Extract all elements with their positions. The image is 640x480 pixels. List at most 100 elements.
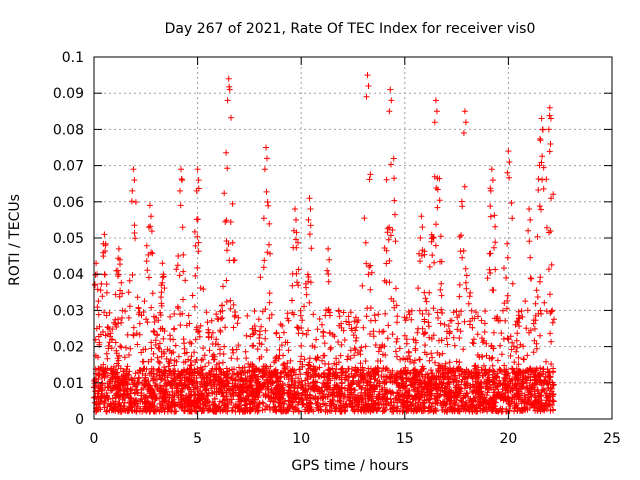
data-point <box>165 363 172 370</box>
data-point <box>394 399 401 406</box>
data-point <box>124 385 131 392</box>
data-point <box>507 333 514 340</box>
data-point <box>338 374 345 381</box>
data-point <box>495 317 502 324</box>
data-point <box>438 280 445 287</box>
data-point <box>408 307 415 314</box>
data-point <box>503 274 510 281</box>
data-point <box>256 400 263 406</box>
data-point <box>394 335 401 342</box>
data-point <box>223 149 230 156</box>
data-point <box>389 404 396 411</box>
x-tick-label: 15 <box>396 431 414 447</box>
data-point <box>291 382 297 389</box>
data-point <box>542 392 549 399</box>
data-point <box>111 382 118 389</box>
data-point <box>236 364 242 371</box>
data-point <box>97 287 104 294</box>
x-tick-label: 20 <box>499 431 517 447</box>
data-point <box>226 86 233 93</box>
data-point <box>487 270 494 276</box>
data-point <box>502 385 509 392</box>
data-point <box>164 346 171 353</box>
data-point <box>201 352 208 359</box>
data-point <box>368 397 375 404</box>
data-point <box>176 272 183 279</box>
data-point <box>163 355 170 362</box>
data-point <box>516 380 523 387</box>
data-point <box>145 224 152 231</box>
data-point <box>482 383 489 390</box>
data-point <box>546 148 553 155</box>
data-point <box>203 309 210 316</box>
data-point <box>514 404 521 411</box>
data-point <box>328 344 334 351</box>
data-point <box>462 265 469 272</box>
data-point <box>280 404 287 411</box>
data-point <box>466 408 473 415</box>
data-point <box>183 322 190 329</box>
data-point <box>131 230 138 236</box>
data-point <box>129 272 136 278</box>
data-point <box>302 377 309 384</box>
data-point <box>319 321 325 328</box>
data-point <box>267 363 274 370</box>
data-point <box>472 395 479 402</box>
data-point <box>100 253 107 260</box>
data-point <box>282 370 289 376</box>
data-point <box>405 349 412 356</box>
data-point <box>277 378 284 385</box>
data-point <box>310 311 317 318</box>
data-point <box>268 311 275 318</box>
data-point <box>362 343 369 350</box>
data-point <box>429 400 436 407</box>
data-point <box>282 408 289 415</box>
data-point <box>460 346 467 353</box>
data-point <box>101 271 108 278</box>
data-point <box>434 204 441 211</box>
data-point <box>253 379 260 386</box>
data-point <box>347 309 354 316</box>
data-point <box>392 238 399 245</box>
data-point <box>452 401 459 408</box>
data-point <box>423 307 430 314</box>
data-point <box>410 395 417 402</box>
data-point <box>326 386 333 393</box>
data-point <box>224 247 230 254</box>
data-point <box>401 332 408 339</box>
data-point <box>383 401 390 408</box>
data-point <box>444 408 451 415</box>
data-point <box>260 392 267 399</box>
data-point <box>318 388 325 395</box>
data-point <box>357 360 364 367</box>
data-point <box>180 296 186 303</box>
data-point <box>126 352 132 358</box>
data-point <box>251 369 258 375</box>
data-point <box>112 291 119 298</box>
data-point <box>326 256 333 263</box>
data-point <box>335 308 342 315</box>
data-point <box>463 399 470 406</box>
data-point <box>223 393 230 400</box>
data-point <box>384 367 391 374</box>
data-point <box>306 231 313 238</box>
data-point <box>472 387 479 394</box>
data-point <box>104 408 110 415</box>
data-point <box>506 174 513 181</box>
data-point <box>159 325 166 332</box>
data-point <box>418 213 425 220</box>
data-point <box>220 351 227 357</box>
data-point <box>545 266 552 273</box>
data-point <box>179 388 185 395</box>
data-point <box>329 390 336 397</box>
data-point <box>173 358 180 365</box>
data-point <box>521 404 528 411</box>
data-point <box>148 249 155 256</box>
data-point <box>325 245 332 252</box>
data-point <box>515 396 522 403</box>
data-point <box>365 83 372 89</box>
data-point <box>537 307 544 314</box>
data-point <box>471 315 478 322</box>
data-point <box>272 355 279 362</box>
data-point <box>379 408 386 415</box>
